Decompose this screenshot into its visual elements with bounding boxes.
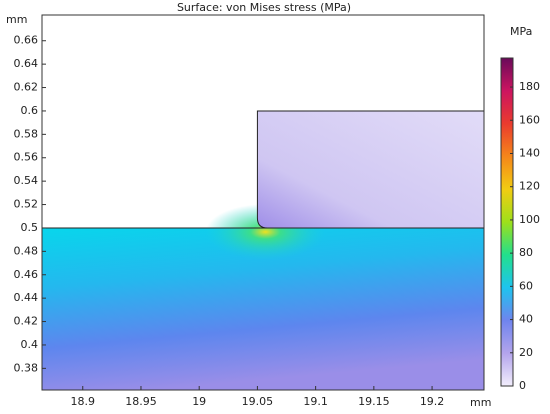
colorbar-tick-label: 160	[519, 113, 540, 126]
y-tick-label: 0.56	[14, 151, 39, 164]
y-tick-label: 0.42	[14, 315, 39, 328]
x-tick-label: 19.1	[303, 395, 328, 408]
colorbar-tick-label: 120	[519, 180, 540, 193]
chart-title: Surface: von Mises stress (MPa)	[177, 1, 351, 14]
y-tick-label: 0.54	[14, 174, 39, 187]
upper-domain	[256, 110, 485, 229]
x-tick-label: 19.2	[420, 395, 445, 408]
plot-frame	[41, 14, 485, 391]
x-tick-label: 18.95	[125, 395, 157, 408]
y-tick-label: 0.48	[14, 244, 39, 257]
colorbar-tick-label: 80	[519, 246, 533, 259]
colorbar-label: MPa	[510, 25, 532, 38]
x-tick-label: 19.15	[358, 395, 390, 408]
y-tick-label: 0.6	[21, 104, 39, 117]
y-tick-label: 0.52	[14, 198, 39, 211]
y-tick-label: 0.58	[14, 127, 39, 140]
x-tick-label: 18.9	[71, 395, 96, 408]
y-tick-label: 0.5	[21, 221, 39, 234]
y-tick-label: 0.38	[14, 361, 39, 374]
colorbar-tick-label: 20	[519, 346, 533, 359]
colorbar-tick-label: 180	[519, 80, 540, 93]
y-tick-label: 0.64	[14, 57, 39, 70]
y-unit: mm	[6, 13, 27, 26]
x-tick-label: 19	[192, 395, 206, 408]
colorbar-tick-label: 40	[519, 313, 533, 326]
x-unit: mm	[470, 396, 491, 409]
y-tick-label: 0.4	[21, 338, 39, 351]
colorbar-tick-label: 0	[519, 379, 526, 392]
colorbar-tick-label: 60	[519, 279, 533, 292]
x-tick-label: 19.05	[242, 395, 274, 408]
colorbar-tick-label: 100	[519, 213, 540, 226]
colorbar-tick-label: 140	[519, 146, 540, 159]
y-tick-label: 0.62	[14, 81, 39, 94]
y-tick-label: 0.66	[14, 34, 39, 47]
colorbar	[500, 57, 514, 387]
y-tick-label: 0.46	[14, 268, 39, 281]
y-tick-label: 0.44	[14, 291, 39, 304]
